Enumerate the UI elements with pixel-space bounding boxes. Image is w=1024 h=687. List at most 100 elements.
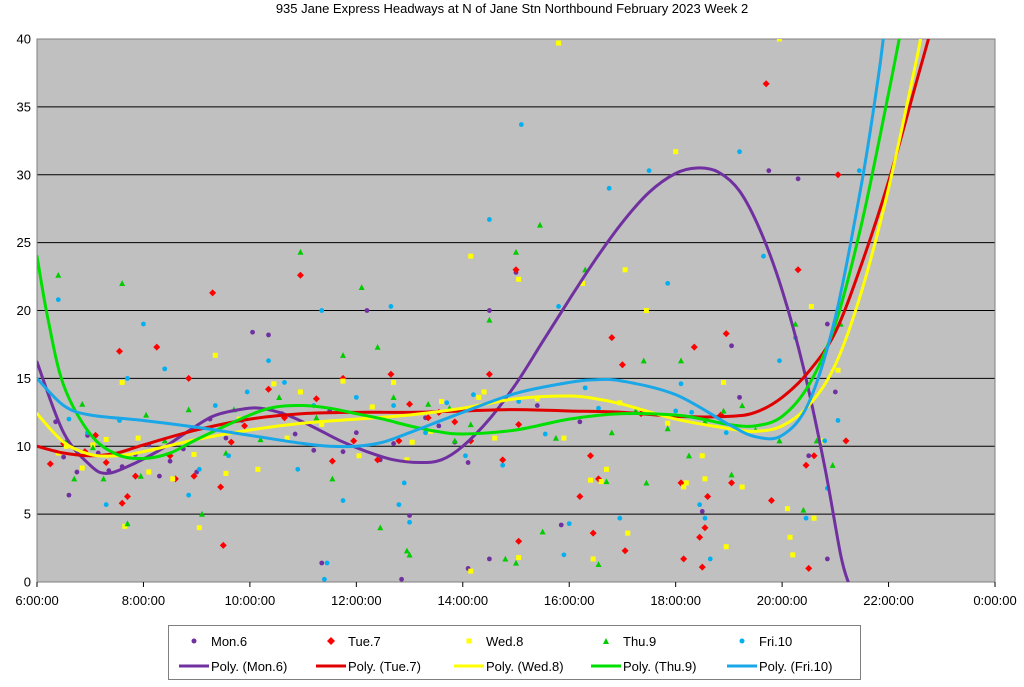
point-wed-8-55 — [723, 544, 729, 550]
point-tue-7-27 — [387, 370, 395, 378]
point-thu-9-18 — [313, 414, 320, 421]
point-fri-10-25 — [401, 480, 407, 486]
point-thu-9-15 — [257, 436, 264, 443]
point-tue-7-13 — [190, 472, 198, 480]
point-mon-6-37 — [486, 308, 492, 313]
point-mon-6-48 — [824, 321, 830, 327]
point-tue-7-48 — [680, 555, 688, 563]
legend-item-poly-tue7: Poly. (Tue.7) — [314, 654, 421, 678]
point-tue-7-23 — [328, 457, 336, 465]
legend-label-poly-mon6: Poly. (Mon.6) — [211, 658, 288, 674]
point-thu-9-7 — [124, 520, 131, 527]
point-thu-9-16 — [276, 394, 283, 400]
legend-label-poly-tue7: Poly. (Tue.7) — [348, 658, 421, 674]
point-wed-8-45 — [622, 267, 628, 273]
point-fri-10-51 — [723, 430, 729, 436]
point-mon-6-1 — [61, 454, 67, 460]
point-thu-9-55 — [800, 506, 807, 513]
point-fri-10-10 — [212, 403, 218, 408]
point-wed-8-8 — [146, 469, 152, 475]
point-thu-9-39 — [595, 561, 602, 567]
point-wed-8-49 — [673, 149, 679, 155]
point-fri-10-27 — [423, 430, 428, 436]
x-tick-label-9: 0:00:00 — [973, 593, 1016, 608]
point-wed-8-62 — [811, 515, 817, 521]
point-tue-7-0 — [46, 460, 54, 468]
point-tue-7-16 — [219, 541, 227, 549]
point-wed-8-10 — [191, 451, 197, 457]
point-tue-7-6 — [118, 499, 126, 507]
point-wed-8-53 — [702, 476, 708, 482]
point-fri-10-52 — [737, 149, 742, 155]
chart-legend: Mon.6 Tue.7 Wed.8 Thu.9 Fri.10 Poly. (Mo… — [168, 625, 861, 680]
point-mon-6-17 — [250, 329, 255, 335]
legend-item-fri10: Fri.10 — [725, 629, 792, 653]
point-wed-8-23 — [391, 379, 397, 385]
point-thu-9-48 — [701, 418, 708, 425]
point-wed-8-6 — [122, 523, 128, 529]
point-tue-7-53 — [704, 492, 712, 500]
point-wed-8-47 — [643, 308, 649, 313]
point-tue-7-15 — [217, 483, 225, 491]
point-thu-9-30 — [467, 421, 474, 428]
point-fri-10-23 — [391, 403, 396, 408]
point-fri-10-15 — [295, 466, 301, 472]
point-mon-6-39 — [534, 403, 540, 408]
point-thu-9-49 — [720, 407, 727, 414]
point-tue-7-19 — [265, 385, 273, 393]
x-tick-label-2: 10:00:00 — [225, 593, 276, 608]
point-thu-9-46 — [677, 357, 684, 364]
point-wed-8-20 — [340, 378, 346, 384]
trendline-poly-thu-9 — [37, 39, 901, 461]
point-wed-8-24 — [404, 457, 410, 463]
legend-label-tue7: Tue.7 — [348, 633, 381, 649]
point-tue-7-14 — [209, 289, 217, 297]
point-fri-10-54 — [777, 358, 782, 364]
point-thu-9-21 — [358, 284, 365, 291]
point-fri-10-49 — [702, 515, 708, 521]
point-wed-8-61 — [808, 303, 814, 309]
point-fri-10-29 — [463, 453, 468, 459]
point-fri-10-34 — [518, 122, 524, 127]
point-fri-10-22 — [388, 304, 394, 309]
point-thu-9-34 — [513, 559, 519, 566]
point-wed-8-50 — [681, 484, 687, 490]
point-wed-8-33 — [492, 435, 498, 441]
point-mon-6-41 — [577, 419, 583, 425]
x-tick-label-0: 6:00:00 — [15, 593, 58, 608]
point-fri-10-1 — [66, 416, 72, 422]
point-thu-9-53 — [776, 437, 783, 444]
point-wed-8-27 — [438, 398, 444, 404]
point-wed-8-51 — [683, 480, 689, 486]
trendline-poly-mon-6 — [37, 166, 850, 582]
point-thu-9-19 — [329, 475, 336, 482]
legend-label-fri10: Fri.10 — [759, 633, 793, 649]
point-mon-6-22 — [319, 560, 325, 566]
point-mon-6-20 — [292, 431, 298, 437]
point-thu-9-9 — [143, 411, 150, 418]
point-wed-8-59 — [787, 534, 793, 540]
point-wed-8-9 — [170, 476, 176, 482]
x-tick-label-1: 8:00:00 — [122, 593, 165, 608]
point-tue-7-9 — [153, 343, 161, 351]
point-thu-9-35 — [536, 221, 543, 228]
legend-item-poly-wed8: Poly. (Wed.8) — [452, 654, 564, 678]
point-fri-10-56 — [803, 515, 809, 521]
point-tue-7-39 — [576, 492, 584, 500]
point-wed-8-42 — [598, 479, 604, 485]
point-thu-9-27 — [425, 400, 432, 407]
point-wed-8-17 — [284, 435, 290, 441]
point-mon-6-50 — [832, 389, 838, 395]
point-fri-10-24 — [396, 502, 402, 508]
point-mon-6-44 — [737, 394, 742, 400]
point-fri-10-26 — [407, 519, 412, 525]
point-fri-10-60 — [856, 168, 862, 174]
point-thu-9-25 — [403, 547, 410, 554]
series-tue-7 — [46, 80, 850, 572]
point-fri-10-13 — [266, 358, 271, 364]
point-wed-8-12 — [212, 352, 218, 358]
x-tick-label-6: 18:00:00 — [650, 593, 701, 608]
point-wed-8-58 — [784, 506, 790, 512]
point-fri-10-40 — [596, 405, 601, 411]
point-thu-9-24 — [390, 394, 397, 400]
